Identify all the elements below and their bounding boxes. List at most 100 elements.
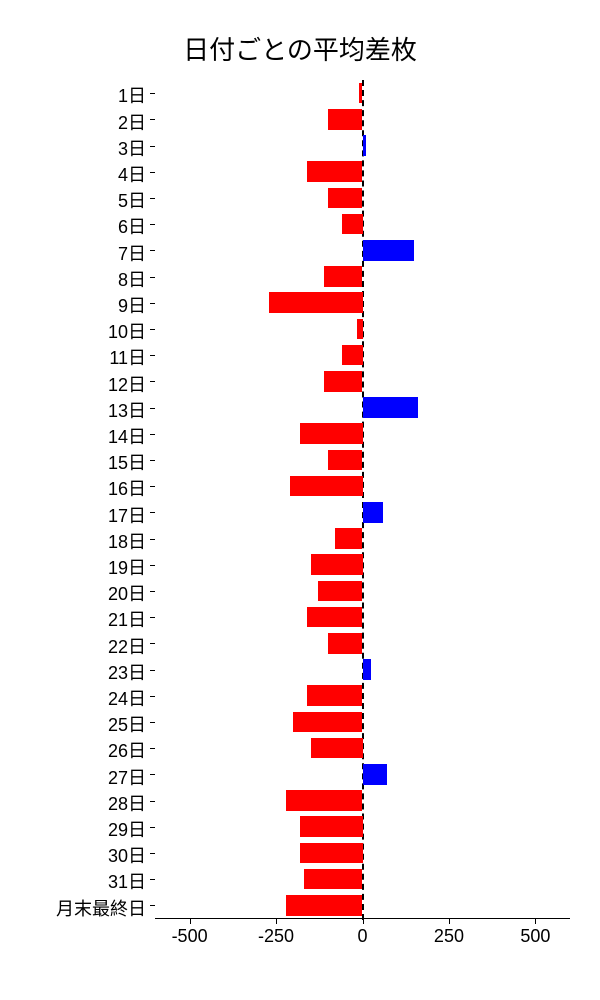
bar <box>324 266 362 286</box>
y-tick <box>150 801 155 802</box>
y-axis-label: 23日 <box>6 659 146 685</box>
y-axis-label: 25日 <box>6 711 146 737</box>
y-tick <box>150 879 155 880</box>
bar <box>318 581 363 601</box>
y-tick <box>150 670 155 671</box>
bar <box>311 738 363 758</box>
x-axis-label: -250 <box>258 926 294 947</box>
bar <box>269 292 362 312</box>
bar <box>328 109 363 129</box>
y-axis-label: 8日 <box>6 266 146 292</box>
x-tick <box>449 918 450 924</box>
y-tick <box>150 774 155 775</box>
y-tick <box>150 355 155 356</box>
bar <box>300 816 362 836</box>
x-axis-label: 250 <box>434 926 464 947</box>
plot-area: 1日2日3日4日5日6日7日8日9日10日11日12日13日14日15日16日1… <box>155 80 570 920</box>
bar <box>359 83 362 103</box>
y-tick <box>150 722 155 723</box>
y-axis-label: 17日 <box>6 502 146 528</box>
bar <box>286 790 362 810</box>
x-axis-label: 500 <box>520 926 550 947</box>
bar <box>304 869 363 889</box>
bar <box>307 685 362 705</box>
y-axis-label: 11日 <box>6 344 146 370</box>
y-axis-label: 12日 <box>6 371 146 397</box>
y-axis-label: 24日 <box>6 685 146 711</box>
y-tick <box>150 434 155 435</box>
y-axis-label: 14日 <box>6 423 146 449</box>
y-tick <box>150 748 155 749</box>
y-tick <box>150 408 155 409</box>
bar <box>363 764 387 784</box>
chart-container: 日付ごとの平均差枚 1日2日3日4日5日6日7日8日9日10日11日12日13日… <box>0 0 600 1000</box>
y-axis-label: 月末最終日 <box>6 895 146 921</box>
y-axis-label: 2日 <box>6 109 146 135</box>
y-tick <box>150 617 155 618</box>
y-tick <box>150 827 155 828</box>
y-axis-label: 31日 <box>6 868 146 894</box>
x-axis-label: 0 <box>357 926 367 947</box>
bar <box>328 633 363 653</box>
y-tick <box>150 172 155 173</box>
y-axis-label: 16日 <box>6 475 146 501</box>
x-tick <box>363 918 364 924</box>
bar <box>286 895 362 915</box>
y-tick <box>150 224 155 225</box>
y-axis-label: 22日 <box>6 633 146 659</box>
chart-title: 日付ごとの平均差枚 <box>0 30 600 67</box>
y-axis-label: 18日 <box>6 528 146 554</box>
bar <box>363 502 384 522</box>
y-tick <box>150 696 155 697</box>
bar <box>342 345 363 365</box>
y-tick <box>150 565 155 566</box>
y-tick <box>150 486 155 487</box>
bar <box>293 712 362 732</box>
y-tick <box>150 277 155 278</box>
bar <box>328 450 363 470</box>
bar <box>363 659 372 679</box>
y-tick <box>150 93 155 94</box>
y-axis-label: 28日 <box>6 790 146 816</box>
y-tick <box>150 539 155 540</box>
y-axis-label: 30日 <box>6 842 146 868</box>
y-axis-label: 9日 <box>6 292 146 318</box>
y-axis-label: 10日 <box>6 318 146 344</box>
bar <box>363 240 415 260</box>
y-axis-label: 21日 <box>6 606 146 632</box>
bar <box>342 214 363 234</box>
bar <box>357 319 362 339</box>
y-tick <box>150 119 155 120</box>
x-axis-label: -500 <box>172 926 208 947</box>
x-tick <box>276 918 277 924</box>
bar <box>300 843 362 863</box>
bar <box>335 528 363 548</box>
y-axis-label: 19日 <box>6 554 146 580</box>
y-axis-label: 7日 <box>6 240 146 266</box>
y-axis-label: 1日 <box>6 82 146 108</box>
y-axis-label: 15日 <box>6 449 146 475</box>
bar <box>363 135 366 155</box>
y-tick <box>150 250 155 251</box>
y-tick <box>150 853 155 854</box>
y-axis-label: 4日 <box>6 161 146 187</box>
bar <box>311 554 363 574</box>
y-axis-label: 3日 <box>6 135 146 161</box>
bar <box>307 607 362 627</box>
y-tick <box>150 381 155 382</box>
y-axis-label: 13日 <box>6 397 146 423</box>
y-axis-label: 20日 <box>6 580 146 606</box>
y-axis-label: 6日 <box>6 213 146 239</box>
y-tick <box>150 905 155 906</box>
y-axis-label: 27日 <box>6 764 146 790</box>
y-tick <box>150 591 155 592</box>
y-tick <box>150 512 155 513</box>
y-tick <box>150 460 155 461</box>
y-axis-label: 29日 <box>6 816 146 842</box>
y-tick <box>150 643 155 644</box>
y-tick <box>150 329 155 330</box>
bar <box>328 188 363 208</box>
x-tick <box>190 918 191 924</box>
bar <box>290 476 363 496</box>
y-axis-label: 26日 <box>6 737 146 763</box>
